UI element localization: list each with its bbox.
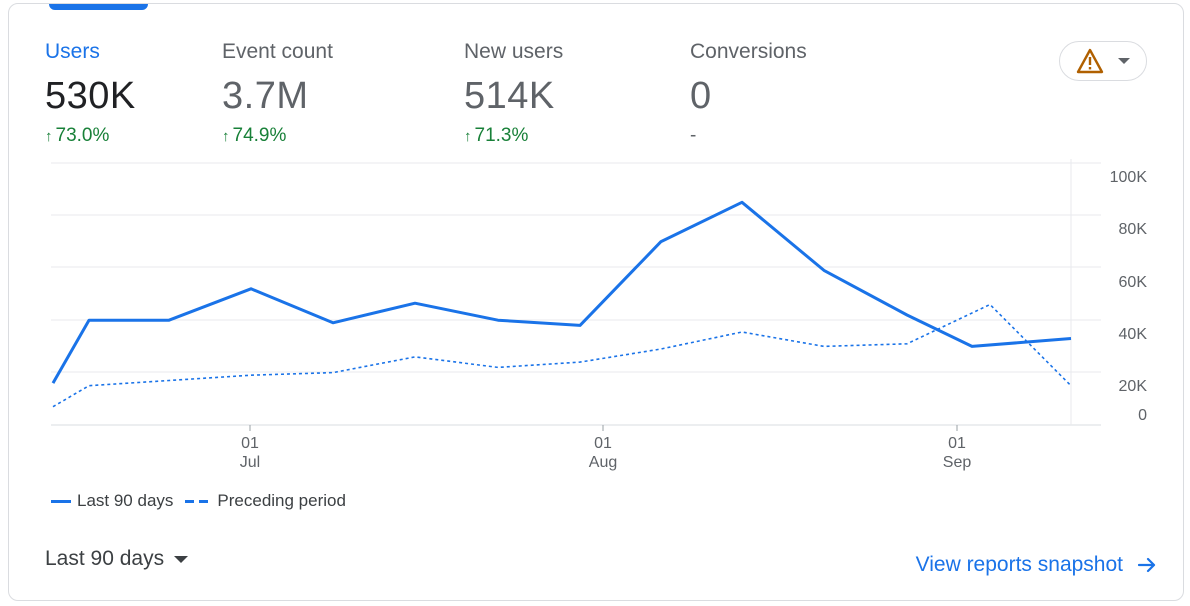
arrow-up-icon: ↑ [222, 127, 230, 145]
arrow-up-icon: ↑ [45, 127, 53, 145]
metric-label: Conversions [690, 40, 807, 63]
x-tick-label: Aug [589, 454, 617, 471]
x-tick-label: Jul [240, 454, 260, 471]
x-tick-label: 01 [241, 435, 259, 452]
alerts-dropdown-button[interactable] [1059, 41, 1147, 81]
metric-label: New users [464, 40, 564, 63]
y-tick-label: 40K [1119, 326, 1148, 343]
x-tick-label: 01 [948, 435, 966, 452]
metric-tab-users[interactable]: Users 530K ↑ 73.0% [45, 40, 136, 147]
view-reports-snapshot-link[interactable]: View reports snapshot [916, 553, 1157, 577]
overview-card: Users 530K ↑ 73.0% Event count 3.7M ↑ 74… [8, 3, 1184, 601]
chart-gridlines [51, 159, 1101, 426]
metric-change-value: - [690, 125, 697, 146]
legend-label: Preceding period [217, 491, 346, 510]
chart-legend: Last 90 days Preceding period [51, 491, 358, 511]
date-range-dropdown[interactable]: Last 90 days [45, 547, 189, 571]
snapshot-link-label: View reports snapshot [915, 553, 1123, 576]
solid-line-swatch [51, 499, 71, 503]
metric-tab-event-count[interactable]: Event count 3.7M ↑ 74.9% [222, 40, 333, 147]
metric-label: Event count [222, 40, 333, 63]
x-tick-label: Sep [943, 454, 972, 471]
metric-value: 0 [690, 75, 712, 117]
metric-change: - [690, 125, 807, 147]
legend-item-preceding-period: Preceding period [185, 491, 346, 511]
metric-change: ↑ 73.0% [45, 125, 136, 147]
metric-value: 530K [45, 75, 136, 117]
y-tick-label: 100K [1110, 169, 1148, 186]
legend-label: Last 90 days [77, 491, 174, 510]
metric-change-value: 74.9% [232, 125, 287, 146]
date-range-label: Last 90 days [45, 547, 165, 570]
y-tick-label: 0 [1138, 407, 1147, 424]
chart-series [51, 200, 1072, 408]
metric-value: 514K [464, 75, 555, 117]
caret-down-icon [1118, 58, 1130, 64]
y-tick-label: 60K [1119, 274, 1148, 291]
metric-tab-conversions[interactable]: Conversions 0 - [690, 40, 807, 147]
y-tick-label: 20K [1119, 378, 1148, 395]
arrow-up-icon: ↑ [464, 127, 472, 145]
x-axis-ticks: 01 Jul 01 Aug 01 Sep [240, 425, 972, 471]
metric-value: 3.7M [222, 75, 309, 117]
metric-change-value: 73.0% [55, 125, 110, 146]
metric-tab-new-users[interactable]: New users 514K ↑ 71.3% [464, 40, 563, 147]
y-axis-ticks: 0 20K 40K 60K 80K 100K [1110, 169, 1148, 424]
warning-icon [1076, 48, 1104, 74]
metric-change: ↑ 74.9% [222, 125, 333, 147]
arrow-right-icon [1137, 557, 1156, 573]
metric-label: Users [45, 40, 100, 63]
active-tab-indicator [49, 4, 148, 10]
x-tick-label: 01 [594, 435, 612, 452]
legend-item-last-90-days: Last 90 days [51, 491, 173, 511]
caret-down-icon [174, 555, 189, 563]
metric-change: ↑ 71.3% [464, 125, 563, 147]
y-tick-label: 80K [1119, 221, 1148, 238]
users-line-chart: 0 20K 40K 60K 80K 100K 01 Jul 01 Aug 01 Sep [51, 159, 1148, 471]
series-line-preceding-period [52, 303, 1072, 408]
dashed-line-swatch [185, 499, 210, 503]
series-line-last-90-days [51, 200, 1072, 384]
metric-change-value: 71.3% [474, 125, 529, 146]
